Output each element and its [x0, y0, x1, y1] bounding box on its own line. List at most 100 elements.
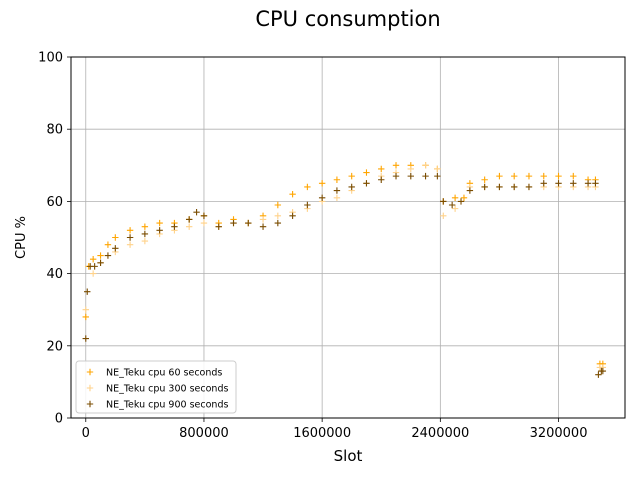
- data-point: [540, 180, 547, 187]
- y-tick-label: 100: [38, 51, 63, 66]
- x-tick-label: 1600000: [293, 426, 351, 441]
- x-tick-label: 0: [82, 426, 90, 441]
- data-point: [511, 172, 518, 180]
- legend-entry: NE_Teku cpu 900 seconds: [106, 400, 228, 411]
- data-point: [440, 198, 447, 205]
- y-axis-label: CPU %: [14, 216, 29, 259]
- data-point: [89, 270, 97, 277]
- y-axis-ticks: 0 20 40 60 80 100: [38, 51, 71, 427]
- data-point: [84, 288, 91, 295]
- series-1: [82, 162, 607, 368]
- y-tick-label: 80: [46, 123, 63, 138]
- data-point: [451, 205, 459, 212]
- data-point: [378, 176, 385, 183]
- legend-marker: [86, 400, 94, 408]
- data-point: [555, 180, 562, 187]
- data-point: [156, 227, 163, 234]
- data-point: [82, 313, 89, 321]
- data-point: [407, 172, 414, 180]
- data-point: [318, 180, 326, 187]
- data-point: [89, 255, 97, 263]
- data-point: [460, 194, 468, 201]
- y-tick-label: 60: [46, 195, 63, 210]
- data-point: [434, 172, 441, 180]
- data-point: [555, 172, 562, 180]
- data-point: [215, 223, 222, 230]
- data-point: [126, 234, 134, 241]
- data-point: [289, 212, 296, 220]
- data-point: [304, 183, 311, 191]
- data-point: [126, 227, 134, 234]
- legend-marker: [86, 368, 94, 376]
- data-point: [496, 172, 503, 180]
- data-point: [112, 234, 119, 241]
- y-tick-label: 20: [46, 339, 63, 354]
- data-point: [448, 201, 456, 209]
- x-axis-ticks: 0 800000 1600000 2400000 3200000: [82, 418, 588, 441]
- data-point: [333, 187, 341, 194]
- data-point: [274, 219, 282, 227]
- y-tick-label: 0: [55, 412, 63, 427]
- data-point: [363, 180, 370, 187]
- data-point: [185, 223, 193, 230]
- data-point: [466, 187, 474, 194]
- data-point: [481, 176, 488, 183]
- data-point: [126, 241, 134, 248]
- data-point: [392, 162, 400, 169]
- series-3: [82, 172, 607, 378]
- data-point: [525, 183, 533, 191]
- data-point: [274, 201, 282, 209]
- legend-marker: [86, 384, 94, 392]
- series-2: [82, 162, 607, 371]
- data-point: [245, 219, 252, 227]
- data-point: [511, 183, 518, 191]
- chart-title: CPU consumption: [255, 7, 440, 31]
- legend-entry: NE_Teku cpu 60 seconds: [106, 368, 222, 379]
- data-point: [348, 172, 355, 180]
- data-point: [333, 194, 341, 201]
- data-point: [200, 219, 208, 227]
- data-point: [392, 172, 400, 180]
- y-tick-label: 40: [46, 267, 63, 282]
- x-axis-label: Slot: [334, 447, 363, 465]
- data-point: [333, 176, 341, 183]
- data-point: [104, 241, 112, 248]
- plot-frame: [70, 56, 626, 419]
- x-tick-label: 800000: [179, 426, 229, 441]
- data-point: [481, 183, 488, 191]
- data-point: [141, 223, 149, 230]
- data-point: [156, 219, 163, 227]
- data-point: [185, 216, 193, 223]
- data-point: [82, 306, 89, 313]
- data-point: [570, 172, 577, 180]
- data-point: [230, 219, 237, 227]
- data-point: [592, 180, 599, 187]
- data-point: [451, 194, 459, 201]
- data-point: [422, 162, 429, 169]
- data-point: [82, 335, 89, 342]
- data-point: [97, 252, 104, 259]
- data-point: [570, 180, 577, 187]
- data-point: [407, 165, 414, 173]
- data-point: [104, 252, 112, 259]
- data-point: [348, 183, 355, 191]
- data-point: [595, 371, 602, 378]
- data-point: [304, 201, 311, 209]
- data-point: [112, 245, 119, 252]
- data-point: [422, 172, 429, 180]
- data-point: [440, 212, 447, 220]
- data-point: [599, 367, 607, 375]
- data-point: [200, 212, 208, 220]
- data-point: [91, 263, 98, 270]
- x-tick-label: 3200000: [530, 426, 588, 441]
- legend-entry: NE_Teku cpu 300 seconds: [106, 384, 228, 395]
- data-point: [259, 216, 267, 223]
- data-point: [525, 172, 533, 180]
- data-point: [141, 237, 149, 245]
- data-point: [171, 223, 178, 230]
- data-point: [584, 180, 592, 187]
- data-point: [318, 194, 326, 201]
- legend-box: [75, 360, 237, 414]
- data-point: [97, 259, 104, 266]
